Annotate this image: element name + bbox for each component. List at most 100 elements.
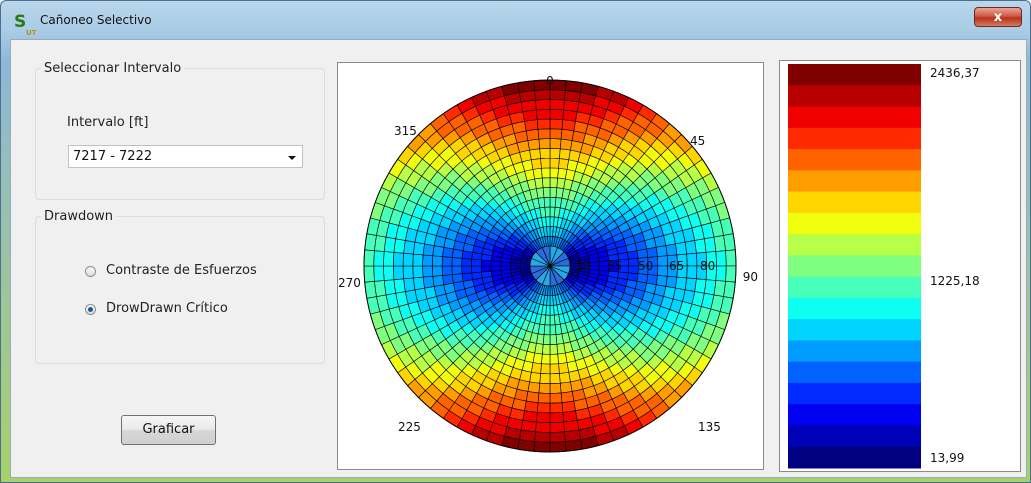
polar-cell	[549, 431, 566, 443]
polar-cell	[549, 167, 559, 179]
graficar-button[interactable]: Graficar	[121, 415, 216, 445]
polar-outline	[363, 79, 737, 453]
polar-cell	[490, 265, 502, 272]
app-logo-icon: S UT	[14, 12, 37, 37]
polar-cell	[539, 148, 551, 159]
polar-cell	[549, 157, 560, 169]
polar-cell	[542, 187, 551, 198]
polar-cell	[535, 99, 551, 111]
polar-cell	[549, 314, 556, 326]
polar-cell	[686, 252, 698, 267]
polar-cell	[559, 371, 571, 384]
polar-heatmap: 0 45 90 135 225 270 315 20 35 50 65 80	[338, 74, 758, 453]
polar-cell	[636, 248, 649, 259]
polar-cell	[471, 265, 482, 274]
polar-cell	[549, 373, 561, 384]
polar-cell	[559, 381, 573, 394]
chevron-down-icon[interactable]	[288, 156, 296, 160]
polar-cell	[524, 119, 539, 132]
colorbar-step	[788, 64, 921, 86]
polar-cell	[363, 249, 375, 267]
polar-cell	[549, 305, 555, 316]
radio-drawdown-critico[interactable]	[85, 304, 96, 315]
colorbar-step	[788, 319, 921, 341]
radius-label-65: 65	[669, 259, 684, 273]
polar-cell	[549, 324, 557, 336]
colorbar-step	[788, 255, 921, 278]
polar-cell	[543, 196, 551, 208]
polar-cell	[413, 276, 425, 291]
colorbar-step	[788, 106, 921, 129]
polar-cell	[539, 373, 551, 384]
polar-cell	[422, 243, 435, 257]
polar-cell	[525, 391, 540, 403]
polar-cell	[686, 265, 698, 280]
angle-label-135: 135	[698, 420, 721, 434]
polar-cell	[412, 265, 424, 279]
polar-cell	[559, 138, 573, 151]
polar-cell	[538, 382, 551, 394]
polar-cell	[538, 138, 551, 150]
polar-cell	[442, 274, 454, 286]
colorbar-step	[788, 361, 921, 384]
polar-cell	[627, 250, 639, 260]
polar-cell	[525, 129, 540, 141]
polar-cell	[534, 89, 551, 101]
radius-label-50: 50	[638, 259, 653, 273]
polar-cell	[537, 128, 551, 140]
polar-cell	[403, 277, 416, 292]
colorbar-step	[788, 170, 921, 193]
polar-cell	[540, 157, 551, 169]
polar-cell	[549, 177, 559, 189]
colorbar-label: 13,99	[930, 451, 964, 465]
polar-cell	[461, 272, 473, 282]
polar-cell	[549, 89, 566, 101]
polar-cell	[549, 382, 562, 394]
polar-cell	[545, 216, 551, 227]
polar-cell	[432, 265, 443, 277]
colorbar-step	[788, 297, 921, 320]
polar-cell	[441, 256, 453, 267]
polar-cell	[549, 118, 564, 130]
radius-label-20: 20	[576, 259, 591, 273]
close-button[interactable]: x	[974, 7, 1022, 27]
polar-cell	[684, 277, 697, 292]
polar-cell	[715, 250, 727, 267]
polar-cell	[441, 265, 453, 276]
angle-label-90: 90	[743, 270, 758, 284]
title-bar[interactable]: S UT Cañoneo Selectivo x	[1, 1, 1030, 39]
polar-cell	[383, 251, 395, 267]
drawdown-group-legend: Drawdown	[41, 209, 117, 224]
polar-cell	[557, 352, 568, 365]
colorbar-step	[788, 127, 921, 150]
polar-cell	[402, 265, 414, 280]
radio-drawdown-critico-label[interactable]: DrowDrawn Crítico	[106, 301, 228, 316]
polar-cell	[560, 391, 575, 403]
colorbar-step	[788, 382, 921, 405]
polar-cell	[556, 343, 566, 355]
interval-groupbox	[35, 68, 325, 200]
colorbar-step	[788, 340, 921, 363]
polar-cell	[560, 129, 575, 141]
polar-cell	[535, 421, 551, 433]
polar-cell	[402, 252, 414, 267]
radio-contraste-esfuerzos-label[interactable]: Contraste de Esfuerzos	[106, 263, 257, 278]
interval-dropdown[interactable]: 7217 - 7222	[68, 145, 303, 168]
radio-contraste-esfuerzos[interactable]	[85, 266, 96, 277]
polar-cell	[541, 343, 551, 355]
interval-label: Intervalo [ft]	[67, 115, 149, 130]
polar-cell	[461, 257, 473, 267]
polar-cell	[725, 265, 737, 283]
angle-label-315: 315	[394, 124, 417, 138]
polar-cell	[549, 392, 563, 404]
drawdown-groupbox	[35, 216, 325, 364]
polar-cell	[524, 400, 539, 413]
polar-cell	[675, 241, 687, 256]
window-title: Cañoneo Selectivo	[40, 13, 152, 27]
polar-cell	[558, 362, 570, 374]
polar-cell	[500, 265, 511, 271]
client-area: Seleccionar Intervalo Intervalo [ft] 721…	[10, 39, 1027, 478]
polar-cell	[363, 265, 375, 283]
polar-cell	[471, 271, 483, 280]
polar-cell	[422, 265, 434, 278]
